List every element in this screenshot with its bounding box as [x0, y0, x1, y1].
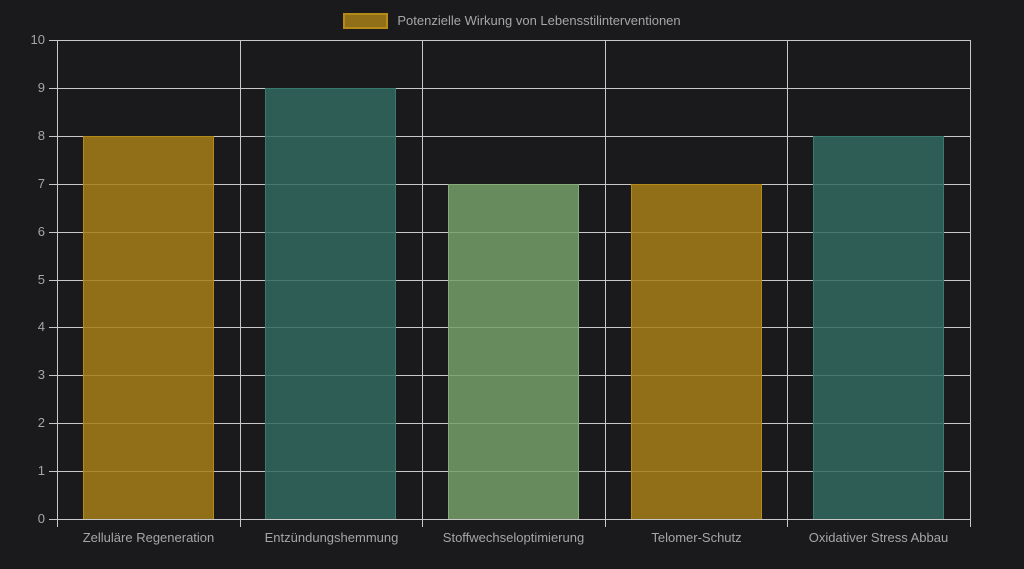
- x-axis-category-label: Zelluläre Regeneration: [82, 530, 215, 545]
- x-axis-category-label: Entzündungshemmung: [264, 530, 399, 545]
- legend-swatch-icon: [343, 13, 389, 29]
- bar-1[interactable]: [83, 136, 214, 519]
- h-gridline: [49, 40, 970, 41]
- h-gridline: [49, 136, 970, 137]
- x-axis-category-label: Stoffwechseloptimierung: [442, 530, 585, 545]
- v-gridline: [422, 40, 423, 527]
- y-axis-tick-label: 3: [37, 367, 45, 382]
- v-gridline: [605, 40, 606, 527]
- y-axis-tick-label: 6: [37, 224, 45, 239]
- chart-legend[interactable]: Potenzielle Wirkung von Lebensstilinterv…: [0, 13, 1024, 29]
- bar-5[interactable]: [813, 136, 944, 519]
- x-axis-category-label: Oxidativer Stress Abbau: [808, 530, 949, 545]
- bar-4[interactable]: [631, 184, 762, 519]
- y-axis-tick-label: 10: [30, 32, 45, 47]
- bar-3[interactable]: [448, 184, 579, 519]
- y-axis-tick-label: 9: [37, 80, 45, 95]
- v-gridline: [787, 40, 788, 527]
- h-gridline: [49, 88, 970, 89]
- v-gridline: [240, 40, 241, 527]
- y-axis-tick-label: 0: [37, 511, 45, 526]
- y-axis-tick-label: 2: [37, 415, 45, 430]
- y-axis-tick-label: 8: [37, 128, 45, 143]
- v-gridline: [57, 40, 58, 527]
- y-axis-tick-label: 1: [37, 463, 45, 478]
- x-axis-category-label: Telomer-Schutz: [651, 530, 742, 545]
- y-axis-tick-label: 5: [37, 272, 45, 287]
- y-axis-tick-label: 4: [37, 319, 45, 334]
- y-axis-tick-label: 7: [37, 176, 45, 191]
- h-gridline: [49, 519, 970, 520]
- legend-label: Potenzielle Wirkung von Lebensstilinterv…: [397, 13, 681, 28]
- v-gridline: [970, 40, 971, 527]
- bar-2[interactable]: [265, 88, 396, 519]
